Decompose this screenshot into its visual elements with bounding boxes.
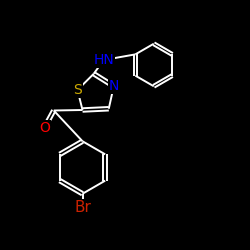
Text: O: O — [39, 120, 50, 134]
Text: S: S — [73, 83, 82, 97]
Text: HN: HN — [94, 53, 114, 67]
Text: N: N — [108, 79, 119, 93]
Text: Br: Br — [74, 200, 91, 214]
